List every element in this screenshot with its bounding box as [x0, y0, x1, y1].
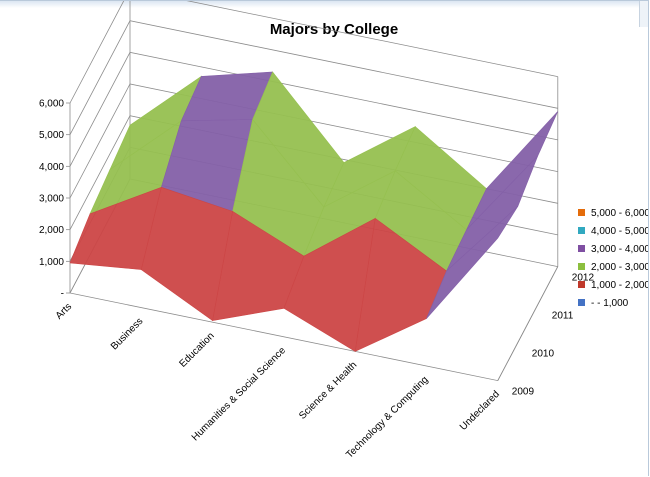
x-category-label: Humanities & Social Science: [190, 345, 288, 443]
y-tick-label: 1,000: [39, 257, 64, 268]
depth-axis-line: [497, 266, 559, 381]
legend-swatch: [578, 263, 585, 270]
legend-label: 2,000 - 3,000: [591, 262, 648, 273]
depth-tick-label: 2009: [512, 387, 535, 398]
legend-label: 1,000 - 2,000: [591, 280, 648, 291]
gridline: [69, 1, 558, 104]
x-category-label: Arts: [54, 301, 74, 321]
legend-swatch: [578, 281, 585, 288]
y-tick-label: 2,000: [39, 225, 64, 236]
y-tick-label: 6,000: [39, 99, 64, 110]
legend-label: 3,000 - 4,000: [591, 244, 648, 255]
x-category-label: Undeclared: [458, 389, 502, 433]
chart-title: Majors by College: [270, 21, 398, 38]
depth-tick-label: 2011: [552, 311, 574, 322]
legend-swatch: [578, 227, 585, 234]
legend-swatch: [578, 209, 585, 216]
y-tick-label: 4,000: [39, 162, 64, 173]
depth-tick-label: 2012: [572, 273, 595, 284]
legend-label: - - 1,000: [591, 298, 629, 309]
x-category-label: Technology & Computing: [344, 374, 430, 460]
chart-surface: [69, 71, 559, 352]
window-corner: [639, 1, 648, 27]
x-category-label: Business: [109, 316, 145, 352]
surface-patch: [426, 206, 519, 319]
y-tick-label: 3,000: [39, 194, 64, 205]
x-category-label: Education: [177, 331, 216, 370]
chart-legend: 5,000 - 6,000 4,000 - 5,000 3,000 - 4,000 2…: [578, 208, 648, 309]
legend-label: 4,000 - 5,000: [591, 226, 648, 237]
legend-swatch: [578, 299, 585, 306]
y-tick-label: 5,000: [39, 130, 64, 141]
depth-tick-label: 2010: [532, 349, 555, 360]
legend-label: 5,000 - 6,000: [591, 208, 648, 219]
x-category-label: Science & Health: [297, 360, 359, 422]
y-tick-label: -: [61, 289, 64, 300]
legend-swatch: [578, 245, 585, 252]
